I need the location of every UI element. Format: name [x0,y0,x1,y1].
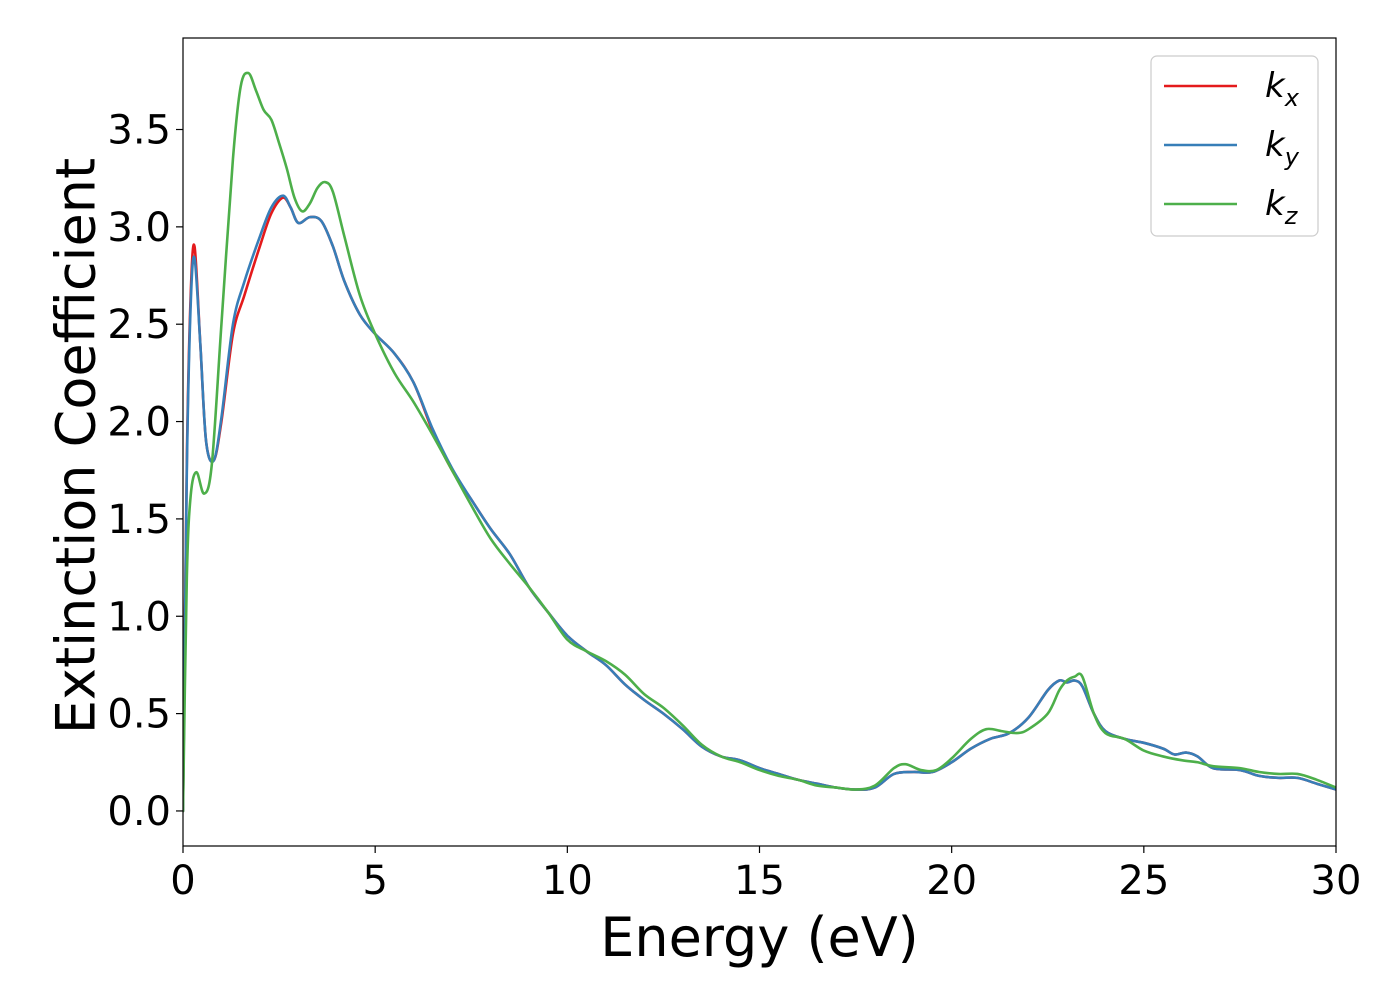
legend: kx ky kz [1150,55,1319,237]
legend-label-ky: ky [1265,125,1300,171]
series-lines [183,71,1336,813]
x-tick-label: 0 [170,858,195,904]
y-axis-label: Extinction Coefficient [45,158,108,734]
x-tick-label: 5 [362,858,387,904]
x-tick-label: 15 [734,858,785,904]
series-line-ky [183,194,1336,813]
y-tick-label: 1.0 [107,594,171,640]
y-tick-label: 1.5 [107,497,171,543]
x-tick-label: 25 [1118,858,1169,904]
y-tick-label: 2.0 [107,400,171,446]
y-tick-label: 2.5 [107,302,171,348]
y-axis-ticks: 0.0 0.5 1.0 1.5 2.0 2.5 3.0 3.5 [107,108,183,835]
x-axis-ticks: 0 5 10 15 20 25 30 [170,846,1361,904]
legend-label-kx: kx [1265,66,1300,112]
x-tick-label: 10 [542,858,593,904]
x-axis-label: Energy (eV) [600,906,919,969]
y-tick-label: 3.0 [107,205,171,251]
x-tick-label: 30 [1311,858,1362,904]
y-tick-label: 0.0 [107,789,171,835]
series-line-kz [183,71,1336,813]
y-tick-label: 0.5 [107,692,171,738]
legend-label-kz: kz [1265,184,1299,230]
y-tick-label: 3.5 [107,108,171,154]
x-tick-label: 20 [926,858,977,904]
